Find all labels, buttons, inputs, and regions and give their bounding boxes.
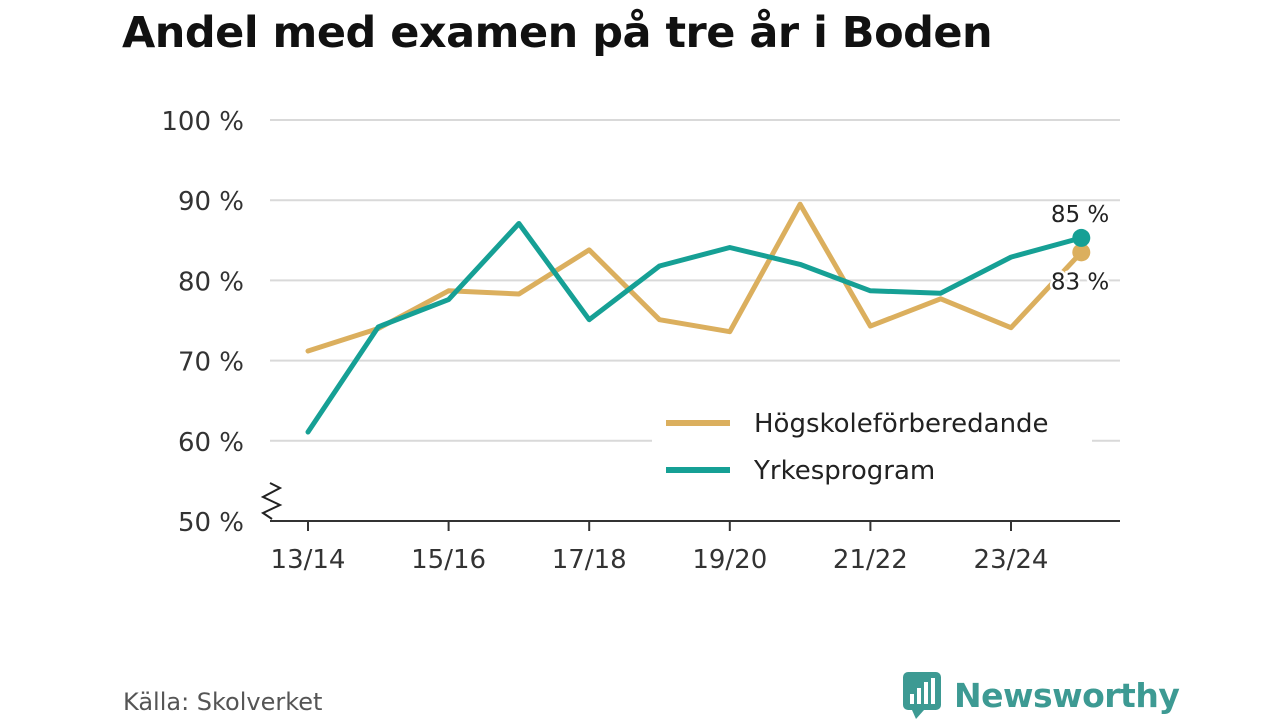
x-tick-label: 13/14 <box>271 545 346 575</box>
source-note: Källa: Skolverket <box>123 688 323 716</box>
y-tick-label: 90 % <box>178 187 244 217</box>
legend-label: Yrkesprogram <box>753 456 935 486</box>
y-tick-label: 70 % <box>178 348 244 378</box>
x-tick-label: 17/18 <box>552 545 627 575</box>
x-tick-label: 23/24 <box>974 545 1049 575</box>
x-tick-label: 15/16 <box>411 545 486 575</box>
y-tick-label: 60 % <box>178 428 244 458</box>
y-tick-label: 50 % <box>178 508 244 538</box>
end-label-hogskoleforberedande: 83 % <box>1051 269 1109 295</box>
y-tick-label: 100 % <box>161 107 244 137</box>
axis-break-zigzag <box>260 482 283 520</box>
series-end-point <box>1072 243 1091 262</box>
y-axis-tick-labels: 50 % 60 % 70 % 80 % 90 % 100 % <box>161 107 244 538</box>
x-tick-label: 19/20 <box>692 545 767 575</box>
y-tick-label: 80 % <box>178 267 244 297</box>
grid-lines <box>270 119 1120 442</box>
chart-title: Andel med examen på tre år i Boden <box>122 8 993 58</box>
legend-background <box>652 398 1092 492</box>
series-lines <box>305 201 1091 435</box>
end-label-yrkesprogram: 85 % <box>1051 202 1109 228</box>
y-axis-break-icon <box>260 482 283 520</box>
series-line-hogskoleforberedande <box>305 201 1084 354</box>
legend-label: Högskoleförberedande <box>754 409 1049 439</box>
legend: Högskoleförberedande Yrkesprogram <box>652 398 1092 492</box>
x-axis <box>270 520 1120 531</box>
brand-name: Newsworthy <box>954 675 1180 715</box>
brand-logo: Newsworthy <box>902 670 1180 720</box>
end-value-labels: 85 % 83 % <box>1048 199 1111 297</box>
x-axis-tick-labels: 13/14 15/16 17/18 19/20 21/22 23/24 <box>271 545 1049 575</box>
x-tick-label: 21/22 <box>833 545 908 575</box>
series-line-yrkesprogram <box>305 221 1084 435</box>
bar-chart-bubble-icon <box>903 672 941 719</box>
series-end-point <box>1072 228 1091 247</box>
